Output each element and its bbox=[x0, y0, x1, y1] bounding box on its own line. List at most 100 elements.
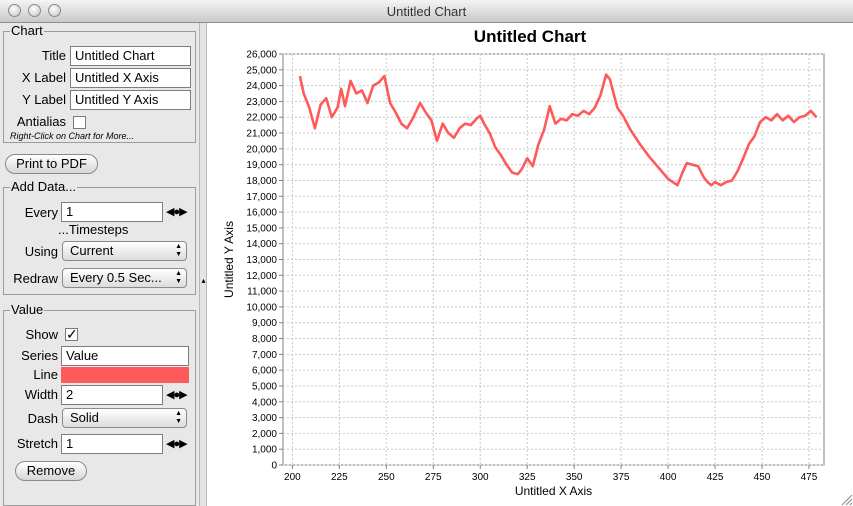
series-name-field[interactable]: Value bbox=[61, 346, 189, 366]
redraw-value: Every 0.5 Sec... bbox=[70, 270, 162, 285]
x-tick-label: 200 bbox=[284, 472, 301, 483]
y-tick-label: 16,000 bbox=[246, 208, 277, 219]
x-tick-label: 450 bbox=[754, 472, 771, 483]
y-tick-label: 13,000 bbox=[246, 255, 277, 266]
zoom-window-button[interactable] bbox=[48, 4, 61, 17]
x-tick-label: 475 bbox=[801, 472, 818, 483]
line-color-swatch[interactable] bbox=[61, 367, 189, 383]
timesteps-label: ...Timesteps bbox=[58, 222, 129, 237]
x-tick-label: 400 bbox=[660, 472, 677, 483]
x-tick-label: 300 bbox=[472, 472, 489, 483]
chart-options-group: Chart Title Untitled Chart X Label Untit… bbox=[3, 23, 196, 143]
x-tick-label: 225 bbox=[331, 472, 348, 483]
redraw-popup[interactable]: Every 0.5 Sec... ▲ ▼ bbox=[62, 268, 187, 288]
y-tick-label: 26,000 bbox=[246, 50, 277, 61]
resize-grip-icon[interactable] bbox=[839, 492, 853, 506]
minimize-window-button[interactable] bbox=[28, 4, 41, 17]
stretch-label: Stretch bbox=[16, 436, 58, 451]
print-to-pdf-button[interactable]: Print to PDF bbox=[5, 154, 98, 174]
x-tick-label: 250 bbox=[378, 472, 395, 483]
ylabel-label: Y Label bbox=[22, 92, 66, 107]
title-label: Title bbox=[41, 48, 66, 63]
options-panel: Chart Title Untitled Chart X Label Untit… bbox=[0, 23, 199, 506]
stepper-arrows-icon[interactable]: ◀●▶ bbox=[166, 206, 188, 218]
popup-arrows-icon: ▲ ▼ bbox=[175, 410, 182, 425]
ylabel-field[interactable]: Untitled Y Axis bbox=[70, 90, 191, 110]
x-tick-label: 275 bbox=[425, 472, 442, 483]
every-field[interactable]: 1 bbox=[61, 202, 163, 222]
dash-popup[interactable]: Solid ▲ ▼ bbox=[62, 408, 187, 428]
line-label: Line bbox=[33, 367, 58, 382]
y-tick-label: 15,000 bbox=[246, 223, 277, 234]
popup-arrows-icon: ▲ ▼ bbox=[175, 270, 182, 285]
y-tick-label: 25,000 bbox=[246, 65, 277, 76]
series-options-group: Value Show ✓ Series Value Line Width 2 ◀… bbox=[3, 302, 196, 506]
x-tick-label: 375 bbox=[613, 472, 630, 483]
every-label: Every bbox=[24, 205, 58, 220]
title-field[interactable]: Untitled Chart bbox=[70, 46, 191, 66]
chart-area[interactable]: Untitled Chart 0 1,000 2,000 3,000 4,000 5,00… bbox=[207, 23, 853, 506]
y-tick-label: 20,000 bbox=[246, 144, 277, 155]
y-tick-label: 9,000 bbox=[252, 318, 277, 329]
add-data-group-label: Add Data... bbox=[10, 179, 78, 195]
x-tick-label: 425 bbox=[707, 472, 724, 483]
title-bar: Untitled Chart bbox=[0, 0, 853, 23]
plot-area bbox=[282, 53, 825, 466]
redraw-label: Redraw bbox=[13, 271, 58, 286]
y-tick-label: 23,000 bbox=[246, 97, 277, 108]
divider-knob-icon[interactable]: ▴ bbox=[201, 276, 206, 285]
stepper-arrows-icon[interactable]: ◀●▶ bbox=[166, 389, 188, 401]
y-tick-label: 8,000 bbox=[252, 334, 277, 345]
series-label: Series bbox=[21, 348, 58, 363]
y-tick-label: 22,000 bbox=[246, 113, 277, 124]
series-group-label: Value bbox=[10, 302, 45, 318]
x-tick-label: 350 bbox=[566, 472, 583, 483]
close-window-button[interactable] bbox=[8, 4, 21, 17]
stretch-field[interactable]: 1 bbox=[61, 434, 163, 454]
y-tick-label: 18,000 bbox=[246, 176, 277, 187]
show-checkbox[interactable]: ✓ bbox=[65, 326, 78, 342]
remove-series-button[interactable]: Remove bbox=[15, 461, 87, 481]
y-tick-label: 12,000 bbox=[246, 271, 277, 282]
y-tick-label: 21,000 bbox=[246, 129, 277, 140]
xlabel-field[interactable]: Untitled X Axis bbox=[70, 68, 191, 88]
y-tick-label: 14,000 bbox=[246, 239, 277, 250]
add-data-group: Add Data... Every 1 ◀●▶ ...Timesteps Usi… bbox=[3, 179, 196, 295]
chart-title: Untitled Chart bbox=[473, 27, 587, 46]
line-chart[interactable]: 0 1,000 2,000 3,000 4,000 5,000 6,000 7,000 8,00… bbox=[207, 23, 853, 506]
window-title: Untitled Chart bbox=[386, 4, 467, 19]
y-tick-label: 24,000 bbox=[246, 81, 277, 92]
y-tick-label: 4,000 bbox=[252, 397, 277, 408]
y-axis-label: Untitled Y Axis bbox=[222, 221, 236, 298]
popup-arrows-icon: ▲ ▼ bbox=[175, 243, 182, 258]
x-tick-label: 325 bbox=[519, 472, 536, 483]
y-tick-label: 1,000 bbox=[252, 445, 277, 456]
width-label: Width bbox=[24, 387, 58, 402]
y-tick-label: 11,000 bbox=[247, 287, 277, 298]
y-tick-label: 0 bbox=[271, 461, 277, 472]
xlabel-label: X Label bbox=[21, 70, 66, 85]
using-label: Using bbox=[24, 244, 58, 259]
dash-value: Solid bbox=[70, 410, 99, 425]
antialias-label: Antialias bbox=[16, 114, 66, 129]
dash-label: Dash bbox=[27, 411, 58, 426]
x-axis-label: Untitled X Axis bbox=[515, 484, 592, 498]
using-popup[interactable]: Current ▲ ▼ bbox=[62, 241, 187, 261]
split-divider[interactable]: ▴ bbox=[199, 23, 207, 506]
y-tick-label: 17,000 bbox=[246, 192, 277, 203]
chart-group-label: Chart bbox=[10, 23, 44, 39]
show-label: Show bbox=[25, 327, 58, 342]
y-tick-label: 6,000 bbox=[252, 366, 277, 377]
y-tick-label: 10,000 bbox=[246, 302, 277, 313]
width-field[interactable]: 2 bbox=[61, 385, 163, 405]
using-value: Current bbox=[70, 243, 114, 258]
y-tick-label: 19,000 bbox=[246, 160, 277, 171]
y-tick-label: 7,000 bbox=[252, 350, 277, 361]
right-click-hint: Right-Click on Chart for More... bbox=[10, 131, 135, 141]
y-tick-label: 5,000 bbox=[252, 381, 277, 392]
antialias-checkbox[interactable] bbox=[73, 116, 86, 129]
y-tick-label: 3,000 bbox=[252, 413, 277, 424]
y-tick-label: 2,000 bbox=[252, 429, 277, 440]
series-line bbox=[298, 73, 818, 187]
stepper-arrows-icon[interactable]: ◀●▶ bbox=[166, 438, 188, 450]
